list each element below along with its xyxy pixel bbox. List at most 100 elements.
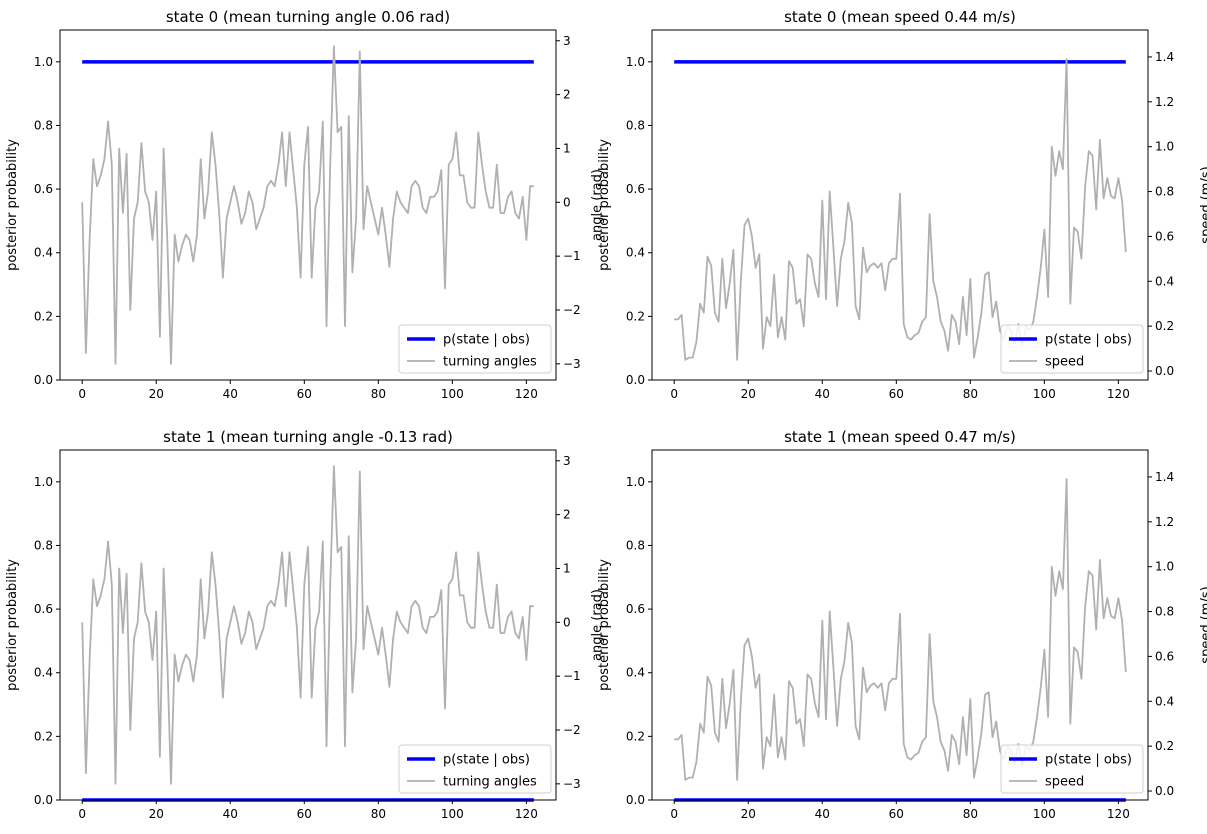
y-tick-label: 0.8 [34,118,53,132]
chart-panel-2: state 1 (mean turning angle -0.13 rad) 0 2… [5,428,605,821]
x-tick-label: 40 [815,387,830,401]
y-right-tick-label: 1.0 [1155,140,1174,154]
x-tick-label: 100 [1033,387,1056,401]
y-right-tick-label: −2 [563,303,581,317]
y-axis-label: posterior probability [597,559,612,691]
legend-label: p(state | obs) [1045,333,1132,348]
y-tick-label: 0.0 [34,373,53,387]
legend-box [398,744,552,794]
y-tick-label: 0.0 [626,793,645,807]
y-right-tick-label: −1 [563,669,581,683]
y-right-tick-label: 0 [563,195,571,209]
legend-label: speed [1045,775,1084,790]
y-tick-label: 0.6 [34,602,53,616]
x-tick-label: 40 [223,387,238,401]
x-tick-label: 20 [149,807,164,821]
y-right-tick-label: 0.8 [1155,605,1174,619]
y-right-tick-label: −3 [563,777,581,791]
y-right-tick-label: −1 [563,249,581,263]
plot-frame [651,29,1149,381]
y-tick-label: 0.8 [626,538,645,552]
x-tick-label: 20 [741,387,756,401]
y-right-tick-label: 1.2 [1155,95,1174,109]
y-right-tick-label: 0.0 [1155,784,1174,798]
legend-box [398,324,552,374]
y-right-tick-label: 1 [563,561,571,575]
x-tick-label: 60 [297,807,312,821]
y-right-tick-label: 1 [563,141,571,155]
x-tick-label: 80 [963,387,978,401]
y-axis-label: posterior probability [5,139,20,271]
plot-frame [59,449,557,801]
plot-frame [59,29,557,381]
y-right-tick-label: 2 [563,88,571,102]
y-right-tick-label: 0 [563,615,571,629]
y-right-tick-label: 0.2 [1155,739,1174,753]
y-tick-label: 0.0 [34,793,53,807]
y-right-axis-label: speed (m/s) [1199,166,1207,243]
x-tick-label: 60 [889,807,904,821]
y-axis-label: posterior probability [597,139,612,271]
plot-frame [651,449,1149,801]
y-right-tick-label: 1.4 [1155,50,1174,64]
y-tick-label: 0.6 [626,602,645,616]
y-right-axis-label: angle (rad) [590,589,605,661]
y-tick-label: 0.2 [34,309,53,323]
y-right-tick-label: 0.0 [1155,364,1174,378]
legend-label: p(state | obs) [1045,753,1132,768]
x-tick-label: 80 [371,387,386,401]
legend-label: p(state | obs) [443,333,530,348]
y-right-tick-label: −3 [563,357,581,371]
x-tick-label: 80 [963,807,978,821]
x-tick-label: 80 [371,807,386,821]
chart-panel-1: state 0 (mean speed 0.44 m/s) 0 20 40 60 80 10… [597,8,1207,401]
y-right-tick-label: 0.6 [1155,649,1174,663]
y-tick-label: 0.4 [626,246,645,260]
y-right-tick-label: 0.2 [1155,319,1174,333]
chart-title: state 0 (mean turning angle 0.06 rad) [166,8,450,26]
y-tick-label: 0.8 [626,118,645,132]
y-tick-label: 0.4 [34,666,53,680]
x-tick-label: 0 [670,387,678,401]
x-tick-label: 120 [515,387,538,401]
x-tick-label: 60 [297,387,312,401]
y-tick-label: 0.0 [626,373,645,387]
series-line-speed [674,478,1127,781]
y-tick-label: 0.6 [34,182,53,196]
chart-panel-0: state 0 (mean turning angle 0.06 rad) 0 2 0… [5,8,605,401]
series-line-speed [674,58,1127,361]
y-right-tick-label: 3 [563,454,571,468]
y-tick-label: 1.0 [34,475,53,489]
y-right-tick-label: 0.4 [1155,694,1174,708]
y-right-tick-label: 1.0 [1155,560,1174,574]
chart-title: state 0 (mean speed 0.44 m/s) [784,8,1016,26]
series-line-angle [81,465,534,785]
chart-title: state 1 (mean speed 0.47 m/s) [784,428,1016,446]
y-tick-label: 0.4 [626,666,645,680]
y-tick-label: 0.8 [34,538,53,552]
x-tick-label: 0 [78,387,86,401]
legend-label: speed [1045,355,1084,370]
y-right-tick-label: 0.8 [1155,185,1174,199]
x-tick-label: 40 [815,807,830,821]
x-tick-label: 20 [741,807,756,821]
chart-panel-3: state 1 (mean speed 0.47 m/s) 0 20 40 60 80 10… [597,428,1207,821]
x-tick-label: 100 [441,807,464,821]
y-right-tick-label: 3 [563,34,571,48]
y-right-tick-label: 0.4 [1155,274,1174,288]
y-tick-label: 1.0 [626,55,645,69]
y-right-tick-label: 2 [563,508,571,522]
y-tick-label: 0.6 [626,182,645,196]
x-tick-label: 120 [1107,807,1130,821]
x-tick-label: 120 [1107,387,1130,401]
y-tick-label: 1.0 [626,475,645,489]
y-tick-label: 0.2 [626,309,645,323]
legend-label: turning angles [443,775,537,790]
y-right-tick-label: −2 [563,723,581,737]
series-line-angle [81,45,534,365]
y-axis-label: posterior probability [5,559,20,691]
x-tick-label: 100 [1033,807,1056,821]
y-right-tick-label: 1.2 [1155,515,1174,529]
y-tick-label: 0.4 [34,246,53,260]
